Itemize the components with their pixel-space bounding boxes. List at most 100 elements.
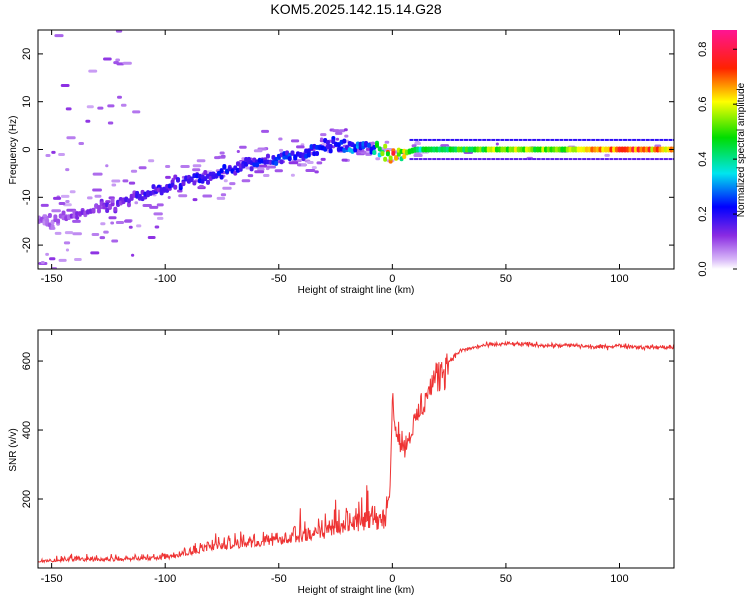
spectrogram-ridge-halo bbox=[518, 158, 523, 161]
spectrogram-blob bbox=[156, 203, 164, 207]
spectrogram-ridge-cell bbox=[61, 210, 66, 216]
spectrogram-ridge-halo bbox=[495, 158, 500, 161]
spectrogram-blob bbox=[229, 182, 236, 186]
spectrogram-blob bbox=[305, 168, 316, 172]
spectrogram-blob bbox=[278, 148, 284, 152]
spectrogram-ridge-halo bbox=[450, 158, 455, 161]
spectrogram-blob bbox=[122, 61, 132, 65]
spectrogram-ridge-halo bbox=[477, 138, 482, 141]
spectrogram-ridge-cell bbox=[353, 147, 358, 153]
spectrogram-y-tick-label: 20 bbox=[21, 48, 33, 60]
spectrogram-blob bbox=[153, 212, 163, 216]
spectrogram-ridge-halo bbox=[541, 158, 546, 161]
spectrogram-ridge-halo bbox=[514, 138, 518, 141]
spectrogram-ridge-halo bbox=[414, 138, 419, 141]
spectrogram-blob bbox=[263, 174, 270, 178]
spectrogram-blob bbox=[383, 147, 393, 151]
spectrogram-ridge-cell bbox=[391, 150, 396, 156]
spectrogram-blob bbox=[124, 219, 132, 223]
spectrogram-ridge-cell bbox=[173, 184, 178, 190]
spectrogram-blob bbox=[288, 161, 299, 165]
spectrogram-ridge-halo bbox=[582, 138, 587, 141]
spectrogram-x-tick-label: 50 bbox=[500, 273, 512, 285]
spectrogram-ridge-cell bbox=[328, 148, 333, 154]
spectrogram-blob bbox=[65, 168, 70, 172]
spectrogram-ridge-cell bbox=[219, 168, 224, 174]
spectrogram-ridge-halo bbox=[468, 138, 473, 141]
spectrogram-ridge-halo bbox=[432, 158, 437, 161]
spectrogram-ridge-halo bbox=[577, 138, 582, 141]
spectrogram-blob bbox=[65, 248, 70, 252]
spectrogram-ridge-halo bbox=[491, 158, 496, 161]
spectrogram-blob bbox=[128, 225, 133, 229]
spectrogram-ridge-halo bbox=[623, 158, 628, 161]
spectrogram-ridge-cell bbox=[255, 162, 260, 168]
spectrogram-ridge-halo bbox=[427, 138, 432, 141]
spectrogram-ridge-halo bbox=[495, 138, 500, 141]
spectrogram-blob bbox=[90, 251, 100, 255]
spectrogram-ridge-halo bbox=[445, 158, 450, 161]
spectrogram-blob bbox=[115, 220, 125, 224]
spectrogram-blob bbox=[51, 150, 56, 154]
spectrogram-blob bbox=[178, 194, 188, 198]
spectrogram-blob bbox=[115, 58, 121, 62]
spectrogram-blob bbox=[58, 201, 66, 205]
spectrogram-ridge-cell bbox=[374, 142, 379, 148]
spectrogram-ridge-halo bbox=[636, 158, 641, 161]
spectrogram-ridge-halo bbox=[532, 138, 537, 141]
spectrogram-ridge-halo bbox=[409, 158, 414, 161]
spectrogram-blob bbox=[53, 196, 62, 200]
colorbar-gradient bbox=[712, 30, 737, 269]
spectrogram-ridge-halo bbox=[559, 138, 564, 141]
spectrogram-ridge-cell bbox=[53, 214, 58, 220]
spectrogram-blob bbox=[335, 131, 343, 135]
spectrogram-ridge-halo bbox=[641, 138, 646, 141]
spectrogram-ridge-halo bbox=[600, 138, 605, 141]
snr-y-tick-label: 600 bbox=[21, 352, 33, 370]
spectrogram-y-axis-label: Frequency (Hz) bbox=[8, 116, 19, 185]
spectrogram-ridge-cell bbox=[306, 152, 311, 158]
spectrogram-blob bbox=[192, 198, 198, 202]
spectrogram-ridge-cell bbox=[129, 195, 134, 201]
spectrogram-blob bbox=[142, 204, 152, 208]
spectrogram-blob bbox=[192, 164, 202, 168]
spectrogram-x-axis-label: Height of straight line (km) bbox=[298, 285, 415, 296]
spectrogram-blob bbox=[219, 151, 225, 155]
spectrogram-ridge-halo bbox=[514, 158, 518, 161]
spectrogram-ridge-halo bbox=[427, 158, 432, 161]
spectrogram-ridge-halo bbox=[454, 158, 459, 161]
spectrogram-ridge-halo bbox=[586, 138, 591, 141]
spectrogram-blob bbox=[311, 166, 317, 170]
spectrogram-ridge-halo bbox=[668, 158, 673, 161]
spectrogram-ridge-cell bbox=[383, 143, 388, 149]
spectrogram-blob bbox=[107, 121, 114, 125]
spectrogram-ridge-halo bbox=[595, 158, 600, 161]
spectrogram-ridge-halo bbox=[659, 158, 664, 161]
spectrogram-blob bbox=[241, 179, 251, 183]
spectrogram-ridge-halo bbox=[563, 158, 568, 161]
spectrogram-ridge-cell bbox=[402, 154, 407, 160]
spectrogram-blob bbox=[338, 129, 346, 133]
snr-series-line bbox=[38, 340, 674, 564]
colorbar-tick-label: 0.4 bbox=[697, 151, 709, 166]
snr-x-tick-label: -150 bbox=[41, 573, 63, 585]
spectrogram-blob bbox=[335, 137, 340, 141]
spectrogram-ridge-halo bbox=[618, 138, 623, 141]
spectrogram-x-tick-label: 100 bbox=[610, 273, 628, 285]
spectrogram-blob bbox=[60, 194, 70, 198]
spectrogram-y-tick-label: -20 bbox=[21, 237, 33, 253]
spectrogram-ridge-cell bbox=[274, 160, 279, 166]
spectrogram-ridge-halo bbox=[609, 158, 614, 161]
spectrogram-blob bbox=[341, 158, 348, 162]
spectrogram-blob bbox=[72, 219, 81, 223]
colorbar-label: Normalized spectral amplitude bbox=[736, 82, 747, 217]
spectrogram-blob bbox=[111, 239, 119, 243]
spectrogram-ridge-halo bbox=[441, 158, 446, 161]
spectrogram-blob bbox=[306, 160, 314, 164]
spectrogram-blob bbox=[100, 222, 106, 226]
snr-x-tick-label: 50 bbox=[500, 573, 512, 585]
spectrogram-ridge-cell bbox=[216, 170, 221, 176]
spectrogram-ridge-cell bbox=[380, 151, 385, 157]
spectrogram-x-tick-label: -50 bbox=[271, 273, 287, 285]
spectrogram-ridge-halo bbox=[536, 138, 541, 141]
